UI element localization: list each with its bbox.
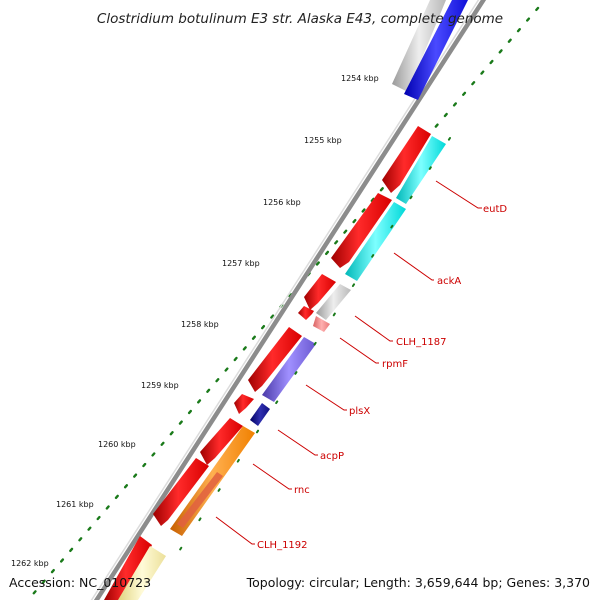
gene-label-plsX[interactable]: plsX bbox=[349, 406, 370, 417]
tick-label-1256: 1256 kbp bbox=[263, 198, 301, 207]
feature-eutD-cyan[interactable] bbox=[396, 136, 446, 204]
cds-arrow-5[interactable] bbox=[248, 327, 302, 392]
gene-label-acpP[interactable]: acpP bbox=[320, 451, 344, 462]
map-title: Clostridium botulinum E3 str. Alaska E43… bbox=[97, 11, 503, 27]
feature-bottom-yellow[interactable] bbox=[118, 546, 166, 600]
gene-label-CLH_1187[interactable]: CLH_1187 bbox=[396, 337, 447, 348]
tick-label-1254: 1254 kbp bbox=[341, 74, 379, 83]
gene-leaders bbox=[215, 180, 482, 545]
feature-CLH_1192-salmon[interactable] bbox=[177, 472, 223, 528]
tick-label-1255: 1255 kbp bbox=[304, 136, 342, 145]
feature-acpP-navy[interactable] bbox=[250, 403, 270, 426]
genome-backbone-outer bbox=[93, 0, 487, 600]
tick-label-1262: 1262 kbp bbox=[11, 559, 49, 568]
tick-label-1260: 1260 kbp bbox=[98, 440, 136, 449]
cds-arrow-9[interactable] bbox=[104, 536, 152, 600]
gene-label-rpmF[interactable]: rpmF bbox=[382, 359, 408, 370]
cds-arrow-4[interactable] bbox=[298, 306, 314, 320]
gene-label-rnc[interactable]: rnc bbox=[294, 485, 310, 496]
gene-label-CLH_1192[interactable]: CLH_1192 bbox=[257, 540, 308, 551]
cds-arrow-1[interactable] bbox=[382, 126, 431, 193]
cds-arrow-7[interactable] bbox=[200, 418, 243, 465]
cds-arrow-6[interactable] bbox=[234, 394, 254, 414]
feature-ackA-cyan[interactable] bbox=[345, 202, 406, 281]
cds-arrow-2[interactable] bbox=[331, 193, 392, 268]
gene-label-ackA[interactable]: ackA bbox=[437, 276, 461, 287]
accession-text: Accession: NC_010723 bbox=[9, 575, 151, 590]
feature-rpmF-pink[interactable] bbox=[313, 316, 330, 332]
feature-plsX-purple[interactable] bbox=[262, 337, 316, 402]
tick-label-1259: 1259 kbp bbox=[141, 381, 179, 390]
feature-CLH_1187-grey[interactable] bbox=[316, 284, 351, 320]
tick-label-1261: 1261 kbp bbox=[56, 500, 94, 509]
tick-label-1258: 1258 kbp bbox=[181, 320, 219, 329]
feature-top-blue[interactable] bbox=[404, 0, 468, 100]
cds-arrow-8[interactable] bbox=[153, 458, 209, 526]
tick-label-1257: 1257 kbp bbox=[222, 259, 260, 268]
gene-label-eutD[interactable]: eutD bbox=[483, 204, 507, 215]
topology-summary-text: Topology: circular; Length: 3,659,644 bp… bbox=[246, 575, 590, 590]
feature-top-grey[interactable] bbox=[392, 0, 446, 92]
cds-arrow-3[interactable] bbox=[304, 274, 336, 310]
